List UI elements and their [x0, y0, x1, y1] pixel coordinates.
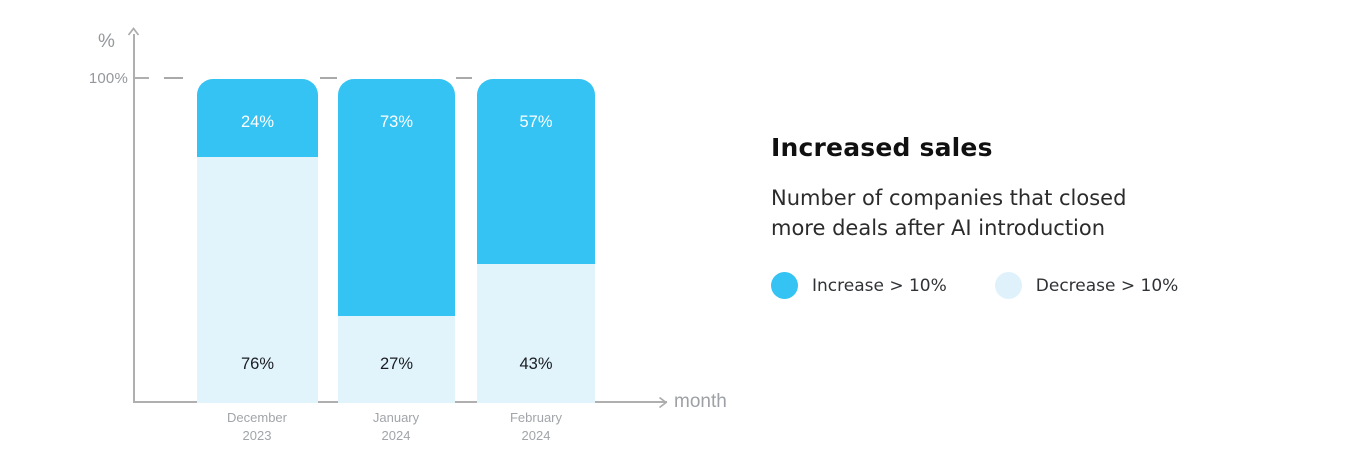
- y-tick-mark-100: [134, 77, 149, 79]
- x-category-label: January 2024: [326, 409, 466, 444]
- y-tick-label-100: 100%: [88, 70, 128, 87]
- panel-subtitle-line1: Number of companies that closed: [771, 186, 1127, 210]
- bar-segment-decrease: [477, 264, 595, 403]
- bar-segment-increase: [477, 79, 595, 264]
- x-axis-arrow-icon: [658, 396, 668, 409]
- bar-january-2024: 73% 27%: [338, 79, 455, 403]
- panel-subtitle-line2: more deals after AI introduction: [771, 216, 1106, 240]
- legend-label-decrease: Decrease > 10%: [1035, 275, 1179, 296]
- x-category-month: December: [227, 410, 287, 425]
- gridline-dash-100: [456, 77, 472, 79]
- x-category-month: February: [509, 410, 563, 425]
- legend-item-increase: Increase > 10%: [771, 272, 947, 299]
- gridline-dash-100: [164, 77, 183, 79]
- decrease-swatch-icon: [994, 272, 1022, 299]
- bar-segment-increase: [197, 79, 318, 157]
- bar-december-2023: 24% 76%: [197, 79, 318, 403]
- bar-decrease-value: 27%: [379, 355, 414, 373]
- panel-title: Increased sales: [771, 133, 993, 162]
- bar-segment-decrease: [338, 316, 455, 403]
- bar-decrease-value: 76%: [240, 355, 275, 373]
- panel-subtitle: Number of companies that closed more dea…: [771, 183, 1221, 243]
- bar-increase-value: 24%: [240, 113, 275, 131]
- x-category-year: 2023: [242, 427, 272, 443]
- y-axis-arrow-icon: [127, 27, 140, 36]
- bar-february-2024: 57% 43%: [477, 79, 595, 403]
- bar-increase-value: 57%: [519, 113, 553, 131]
- bar-segment-decrease: [197, 157, 318, 403]
- x-category-month: January: [372, 410, 420, 425]
- increase-swatch-icon: [771, 272, 798, 299]
- x-category-year: 2024: [381, 427, 411, 443]
- x-axis-title: month: [674, 391, 727, 412]
- legend-label-increase: Increase > 10%: [812, 275, 947, 296]
- bar-increase-value: 73%: [379, 113, 414, 131]
- bar-segment-increase: [338, 79, 455, 316]
- gridline-dash-100: [320, 77, 337, 79]
- y-axis-line: [133, 34, 135, 403]
- bar-decrease-value: 43%: [519, 355, 553, 373]
- x-category-label: December 2023: [187, 409, 327, 444]
- y-axis-unit-label: %: [98, 31, 115, 52]
- x-category-year: 2024: [521, 427, 551, 443]
- legend: Increase > 10% Decrease > 10%: [771, 272, 1221, 299]
- legend-item-decrease: Decrease > 10%: [994, 272, 1179, 299]
- info-panel: Increased sales Number of companies that…: [771, 133, 1221, 299]
- x-category-label: February 2024: [466, 409, 606, 444]
